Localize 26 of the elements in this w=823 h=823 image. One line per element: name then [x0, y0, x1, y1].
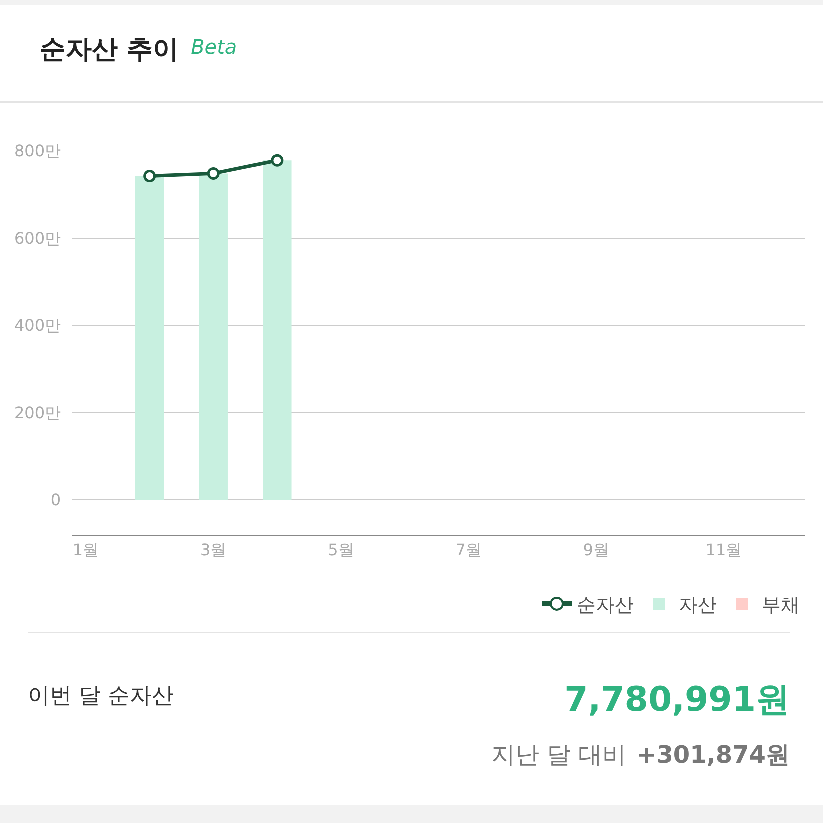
x-tick-label: 3월 [200, 540, 227, 560]
text: 지난 달 대비 [491, 740, 627, 771]
y-tick-label: 200만 [14, 403, 61, 422]
x-tick-label: 11월 [706, 540, 742, 560]
y-tick-label: 400만 [14, 316, 61, 336]
bar [199, 174, 228, 500]
text: +301,874원 [636, 740, 790, 771]
x-tick-label: 9월 [583, 540, 610, 560]
bar [135, 176, 164, 500]
legend-label: 자산 [679, 594, 717, 616]
text: 이번 달 순자산 [28, 683, 174, 711]
y-tick-label: 0 [50, 490, 61, 510]
legend-label: 부채 [762, 594, 800, 616]
bar [263, 160, 292, 500]
x-tick-label: 7월 [456, 540, 482, 560]
chart-title: 순자산 추이 [40, 34, 180, 67]
chart-subtitle: Beta [191, 34, 238, 61]
x-tick-label: 5월 [328, 540, 354, 560]
x-tick-label: 1월 [72, 540, 100, 560]
legend-label: 순자산 [577, 594, 634, 616]
y-tick-label: 600만 [14, 228, 61, 248]
point [144, 170, 156, 183]
text: 7,780,991원 [564, 679, 790, 722]
y-tick-label: 800만 [14, 142, 61, 161]
point [271, 154, 284, 167]
point [207, 167, 220, 180]
